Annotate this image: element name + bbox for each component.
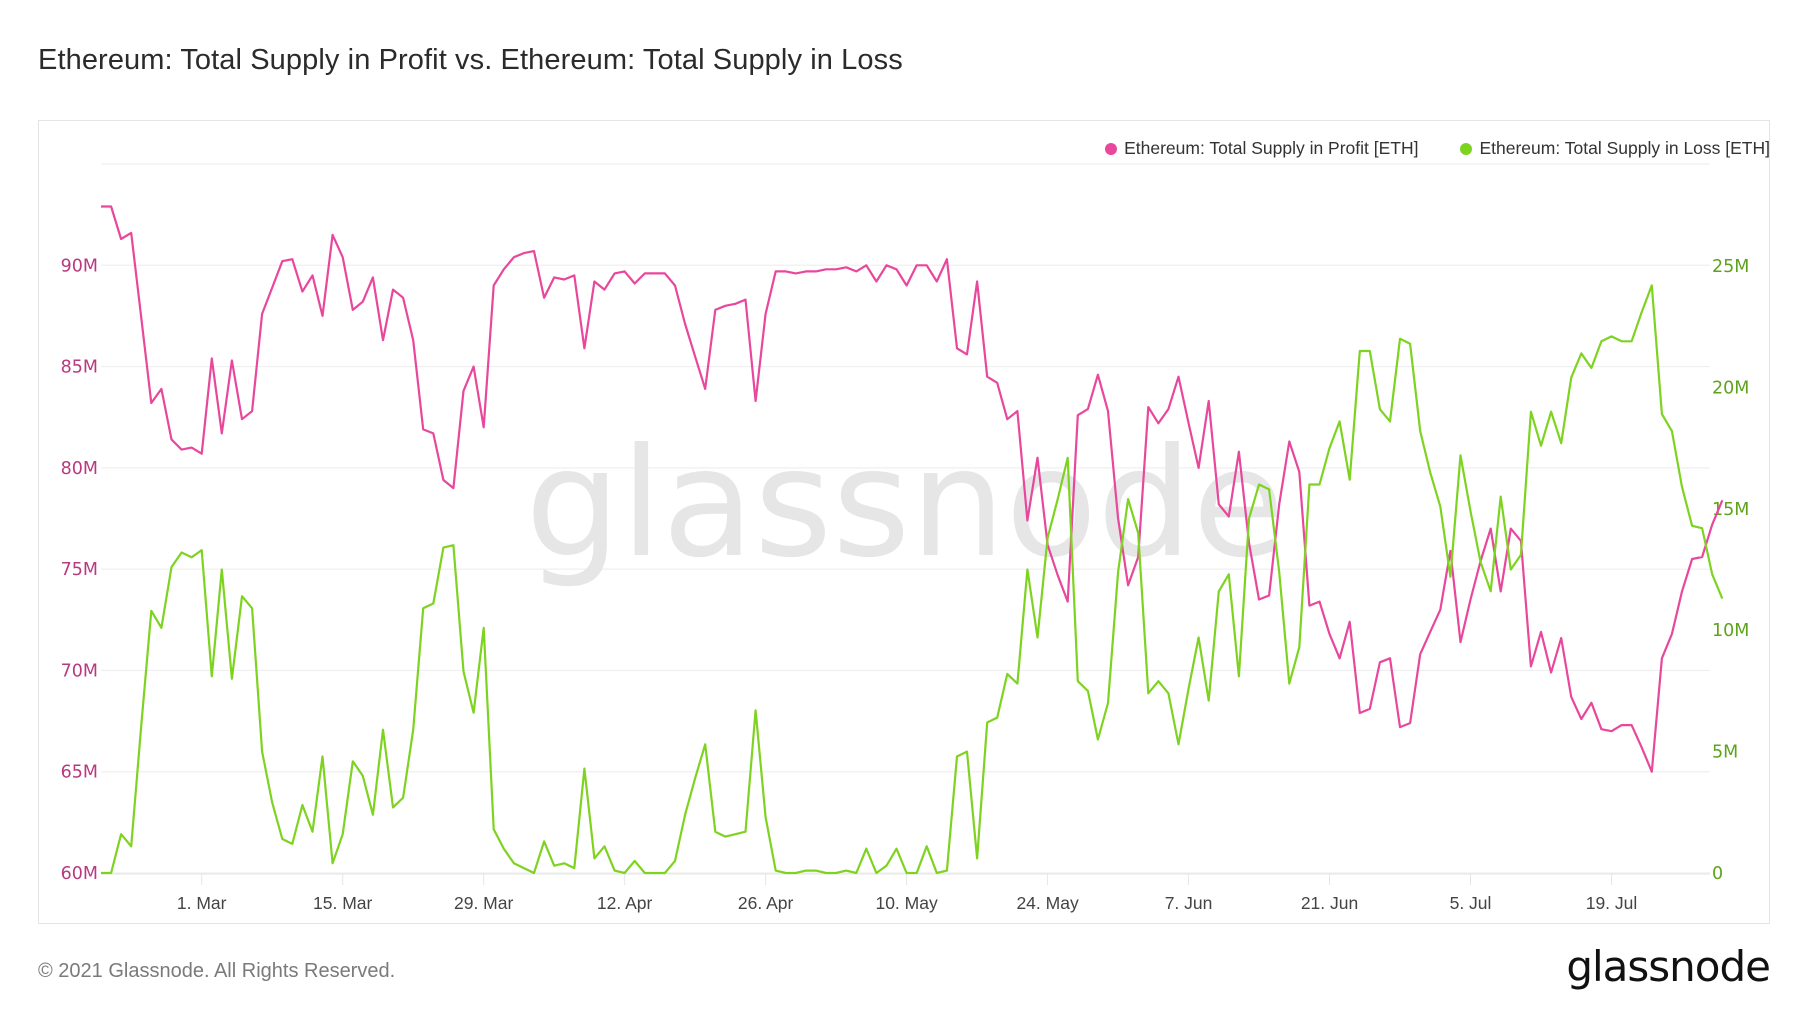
series-line-supply-in-loss[interactable] bbox=[101, 284, 1724, 875]
legend-dot-loss-icon bbox=[1460, 142, 1473, 155]
y-left-tick-label: 90M bbox=[61, 256, 98, 276]
legend-item-profit[interactable]: Ethereum: Total Supply in Profit [ETH] bbox=[1105, 138, 1418, 159]
x-tick-label: 7. Jun bbox=[1165, 893, 1213, 913]
legend-label-loss: Ethereum: Total Supply in Loss [ETH] bbox=[1479, 138, 1770, 158]
chart-title: Ethereum: Total Supply in Profit vs. Eth… bbox=[38, 44, 903, 76]
x-tick-label: 21. Jun bbox=[1301, 893, 1358, 913]
x-tick-label: 26. Apr bbox=[738, 893, 794, 913]
x-tick-label: 5. Jul bbox=[1450, 893, 1492, 913]
watermark-logo: glassnode bbox=[525, 417, 1284, 591]
y-right-tick-label: 10M bbox=[1712, 621, 1749, 641]
y-left-tick-label: 75M bbox=[61, 560, 98, 580]
legend-label-profit: Ethereum: Total Supply in Profit [ETH] bbox=[1124, 138, 1419, 158]
x-tick-label: 1. Mar bbox=[177, 893, 227, 913]
x-axis: 1. Mar 15. Mar 29. Mar 12. Apr 26. Apr 10. Ma… bbox=[101, 873, 1710, 913]
chart-legend: Ethereum: Total Supply in Profit [ETH] E… bbox=[1105, 138, 1770, 159]
x-tick-label: 29. Mar bbox=[454, 893, 513, 913]
x-tick-label: 12. Apr bbox=[597, 893, 653, 913]
y-right-tick-label: 20M bbox=[1712, 378, 1749, 398]
series-lines bbox=[101, 205, 1724, 875]
x-tick-label: 15. Mar bbox=[313, 893, 372, 913]
y-right-tick-label: 25M bbox=[1712, 257, 1749, 277]
y-left-tick-label: 85M bbox=[61, 358, 98, 378]
y-left-tick-label: 80M bbox=[61, 459, 98, 479]
legend-dot-profit-icon bbox=[1105, 142, 1118, 155]
legend-item-loss[interactable]: Ethereum: Total Supply in Loss [ETH] bbox=[1460, 138, 1770, 159]
y-axis-left: 60M 65M 70M 75M 80M 85M 90M bbox=[61, 256, 98, 884]
x-tick-label: 19. Jul bbox=[1586, 893, 1638, 913]
y-right-tick-label: 5M bbox=[1712, 743, 1738, 763]
glassnode-logo[interactable]: glassnode bbox=[1566, 942, 1771, 991]
y-left-tick-label: 65M bbox=[61, 763, 98, 783]
x-tick-label: 10. May bbox=[875, 893, 937, 913]
y-right-tick-label: 0 bbox=[1712, 864, 1723, 884]
gridlines bbox=[101, 163, 1710, 874]
x-tick-label: 24. May bbox=[1016, 893, 1078, 913]
footer-copyright: © 2021 Glassnode. All Rights Reserved. bbox=[38, 960, 396, 982]
y-left-tick-label: 60M bbox=[61, 864, 98, 884]
y-left-tick-label: 70M bbox=[61, 661, 98, 681]
chart-frame bbox=[38, 120, 1770, 924]
